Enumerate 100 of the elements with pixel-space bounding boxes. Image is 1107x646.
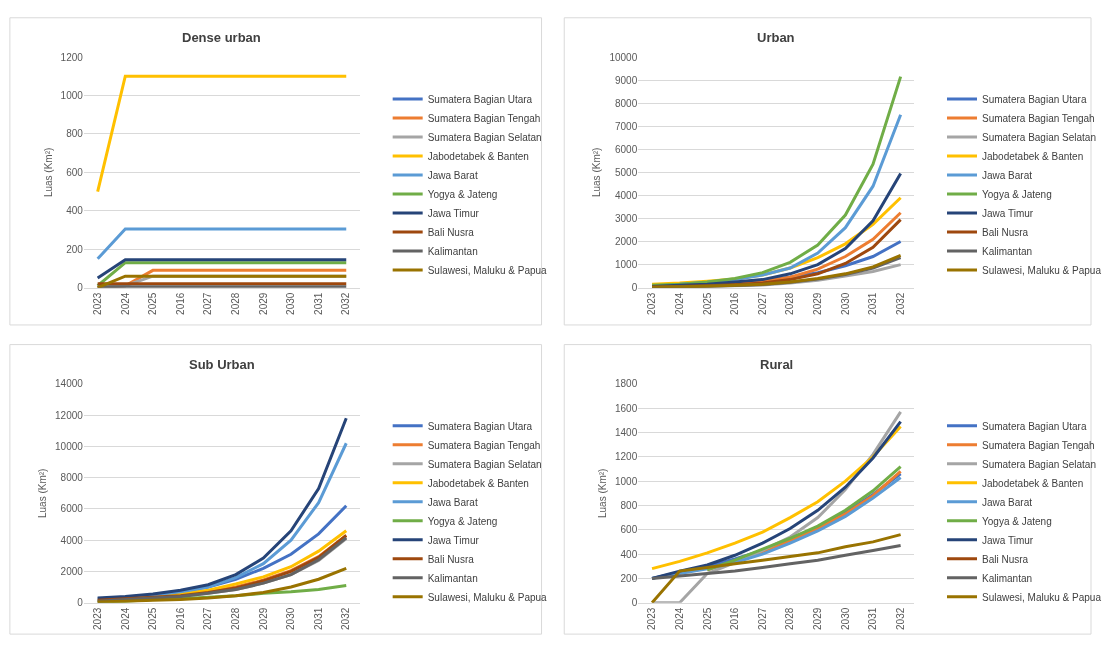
- x-tick-label: 2030: [839, 292, 851, 315]
- y-tick-label: 400: [620, 548, 638, 560]
- x-tick-label: 2027: [756, 607, 768, 630]
- legend-label: Yogya & Jateng: [982, 515, 1052, 527]
- y-tick-label: 0: [77, 282, 84, 294]
- legend-label: Sumatera Bagian Selatan: [427, 131, 542, 143]
- legend-label: Jawa Timur: [982, 207, 1034, 219]
- x-tick-label: 2025: [147, 607, 159, 630]
- legend-label: Sumatera Bagian Selatan: [982, 458, 1096, 470]
- legend-label: Yogya & Jateng: [427, 515, 498, 527]
- y-tick-label: 400: [66, 205, 84, 217]
- y-tick-label: 1200: [614, 451, 638, 463]
- x-tick-label: 2024: [119, 607, 131, 630]
- legend-label: Sumatera Bagian Utara: [982, 93, 1087, 105]
- y-tick-label: 1000: [614, 259, 638, 271]
- x-tick-label: 2032: [340, 607, 352, 630]
- x-tick-label: 2030: [285, 607, 297, 630]
- legend-label: Jabodetabek & Banten: [427, 150, 529, 162]
- chart-title: Sub Urban: [189, 357, 255, 372]
- y-axis-title: Luas (Km²): [42, 147, 54, 198]
- legend-label: Jawa Barat: [427, 496, 478, 508]
- x-tick-label: 2028: [784, 607, 796, 630]
- x-tick-label: 2032: [894, 607, 906, 630]
- y-tick-label: 3000: [614, 212, 638, 224]
- y-tick-label: 8000: [614, 97, 638, 109]
- y-tick-label: 2000: [614, 236, 638, 248]
- chart-title: Dense urban: [182, 30, 261, 45]
- legend-label: Bali Nusra: [427, 226, 475, 238]
- x-tick-label: 2025: [147, 292, 159, 315]
- y-axis-title: Luas (Km²): [596, 468, 608, 518]
- legend-label: Sumatera Bagian Utara: [427, 420, 533, 432]
- y-tick-label: 14000: [55, 378, 84, 390]
- x-tick-label: 2031: [867, 607, 879, 630]
- legend-label: Jawa Timur: [427, 534, 480, 546]
- y-tick-label: 10000: [55, 440, 84, 452]
- x-tick-label: 2016: [729, 607, 741, 630]
- x-tick-label: 2030: [285, 292, 297, 315]
- legend-label: Sumatera Bagian Selatan: [427, 458, 542, 470]
- x-tick-label: 2016: [729, 292, 741, 315]
- legend-label: Jawa Barat: [427, 169, 478, 181]
- y-tick-label: 6000: [60, 503, 84, 515]
- legend-label: Sumatera Bagian Tengah: [427, 112, 541, 124]
- y-tick-label: 200: [66, 243, 84, 255]
- legend-label: Sumatera Bagian Tengah: [982, 112, 1095, 124]
- x-tick-label: 2027: [202, 607, 214, 630]
- legend-label: Bali Nusra: [982, 226, 1029, 238]
- legend-label: Kalimantan: [427, 572, 478, 584]
- legend-label: Kalimantan: [982, 245, 1033, 257]
- legend-label: Jawa Timur: [982, 534, 1034, 546]
- y-tick-label: 1200: [60, 51, 84, 63]
- legend-label: Yogya & Jateng: [427, 188, 498, 200]
- x-tick-label: 2016: [174, 292, 186, 315]
- legend-label: Jabodetabek & Banten: [982, 150, 1084, 162]
- y-axis-title: Luas (Km²): [37, 468, 49, 518]
- legend-label: Sumatera Bagian Tengah: [427, 439, 541, 451]
- y-tick-label: 600: [66, 166, 84, 178]
- y-tick-label: 9000: [614, 74, 638, 86]
- y-tick-label: 800: [66, 128, 84, 140]
- legend-label: Sulawesi, Maluku & Papua: [427, 264, 548, 276]
- chart-title: Urban: [757, 30, 795, 45]
- y-axis-title: Luas (Km²): [591, 147, 603, 198]
- y-tick-label: 1000: [60, 89, 84, 101]
- legend-label: Jabodetabek & Banten: [982, 477, 1084, 489]
- y-tick-label: 7000: [614, 120, 638, 132]
- x-tick-label: 2024: [119, 292, 131, 315]
- y-tick-label: 4000: [614, 189, 638, 201]
- legend-label: Sulawesi, Maluku & Papua: [982, 591, 1102, 603]
- y-tick-label: 0: [77, 597, 84, 609]
- y-tick-label: 200: [620, 572, 638, 584]
- x-tick-label: 2030: [839, 607, 851, 630]
- y-tick-label: 1800: [614, 378, 638, 390]
- y-tick-label: 800: [620, 499, 638, 511]
- x-tick-label: 2029: [812, 292, 824, 315]
- legend-label: Kalimantan: [982, 572, 1033, 584]
- chart-title: Rural: [760, 357, 794, 372]
- y-tick-label: 0: [631, 282, 638, 294]
- y-tick-label: 6000: [614, 143, 638, 155]
- y-tick-label: 0: [631, 597, 638, 609]
- x-tick-label: 2027: [756, 292, 768, 315]
- legend-label: Jawa Barat: [982, 169, 1033, 181]
- x-tick-label: 2028: [230, 292, 242, 315]
- x-tick-label: 2024: [673, 607, 685, 630]
- legend-label: Sumatera Bagian Utara: [982, 420, 1087, 432]
- x-tick-label: 2024: [673, 292, 685, 315]
- x-tick-label: 2029: [257, 292, 269, 315]
- x-tick-label: 2032: [894, 292, 906, 315]
- legend-label: Jawa Barat: [982, 496, 1033, 508]
- legend-label: Kalimantan: [427, 245, 478, 257]
- y-tick-label: 10000: [609, 51, 638, 63]
- y-tick-label: 600: [620, 524, 638, 536]
- x-tick-label: 2028: [230, 607, 242, 630]
- y-tick-label: 4000: [60, 534, 84, 546]
- x-tick-label: 2025: [701, 607, 713, 630]
- x-tick-label: 2027: [202, 292, 214, 315]
- legend-label: Yogya & Jateng: [982, 188, 1052, 200]
- y-tick-label: 1000: [614, 475, 638, 487]
- legend-label: Jawa Timur: [427, 207, 480, 219]
- legend-label: Jabodetabek & Banten: [427, 477, 529, 489]
- legend-label: Sumatera Bagian Utara: [427, 93, 533, 105]
- y-tick-label: 1600: [614, 402, 638, 414]
